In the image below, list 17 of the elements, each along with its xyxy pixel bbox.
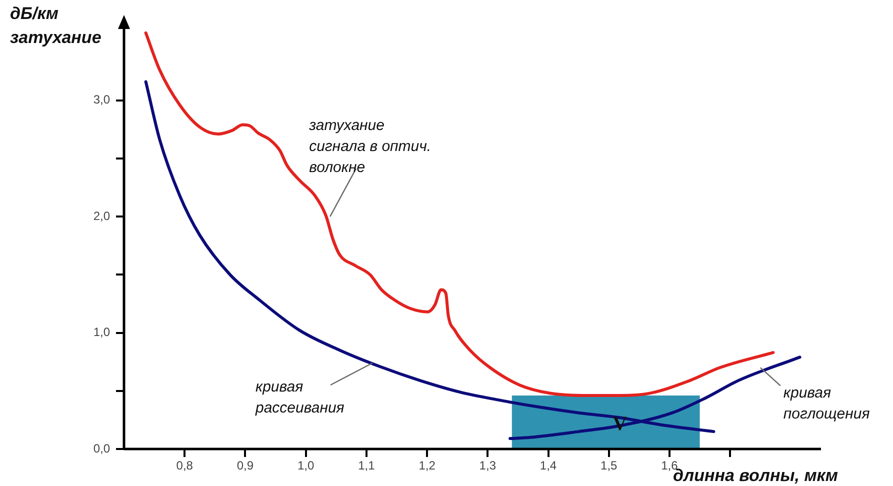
y-tick-label: 3,0 <box>93 92 110 107</box>
y-tick-label: 2,0 <box>93 208 110 223</box>
x-tick-label: 1,0 <box>297 458 314 473</box>
x-tick-label: 0,8 <box>176 458 194 473</box>
y-tick-label: 1,0 <box>93 325 110 340</box>
x-tick-label: 1,2 <box>418 458 436 473</box>
line-series <box>144 31 775 398</box>
annotation: затухание сигнала в оптич. волокне <box>308 117 432 176</box>
x-tick-label: 1,4 <box>540 458 557 473</box>
annotation: кривая рассеивания <box>254 378 344 417</box>
y-axis-title: дБ/км затухание <box>10 4 102 48</box>
x-tick-label: 0,9 <box>236 458 254 473</box>
annotation: кривая поглощения <box>783 384 870 422</box>
x-tick-label: 1,3 <box>479 458 496 473</box>
x-tick-label: 1,1 <box>358 458 376 473</box>
y-tick-label: 0,0 <box>93 441 110 456</box>
x-tick-label: 1,5 <box>600 458 618 473</box>
